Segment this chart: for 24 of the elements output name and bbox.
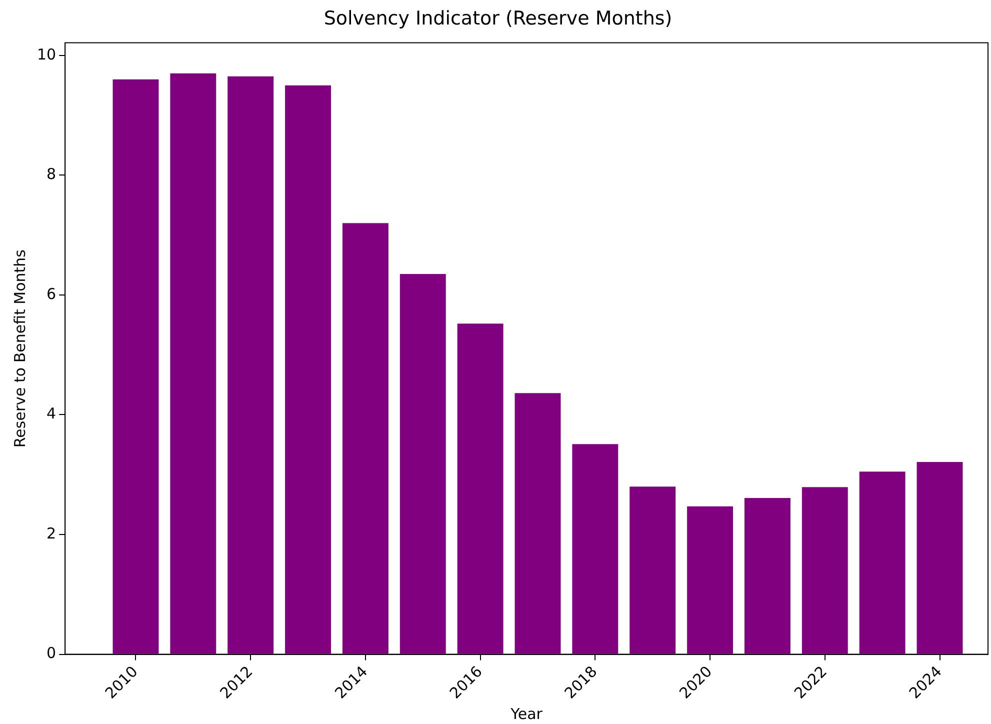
chart-title: Solvency Indicator (Reserve Months) <box>324 7 672 30</box>
y-tick-label: 2 <box>46 524 56 542</box>
bar <box>342 223 388 654</box>
y-tick-label: 6 <box>46 284 56 303</box>
bar <box>170 73 216 654</box>
bar <box>112 79 159 654</box>
x-axis-title: Year <box>510 704 544 723</box>
bar <box>514 393 561 654</box>
bar <box>400 274 446 654</box>
bar <box>228 76 274 654</box>
bar <box>630 486 676 654</box>
bar <box>285 85 331 654</box>
bar <box>859 472 906 654</box>
bar <box>572 444 618 654</box>
y-tick-label: 4 <box>46 404 56 423</box>
bar <box>802 487 848 654</box>
y-axis-title: Reserve to Benefit Months <box>10 249 29 448</box>
bar <box>457 324 504 654</box>
bar <box>687 506 734 654</box>
bar <box>916 462 963 654</box>
y-tick-label: 0 <box>46 644 56 662</box>
bar <box>744 498 790 654</box>
y-tick-label: 8 <box>46 165 56 184</box>
y-tick-label: 10 <box>36 45 56 64</box>
